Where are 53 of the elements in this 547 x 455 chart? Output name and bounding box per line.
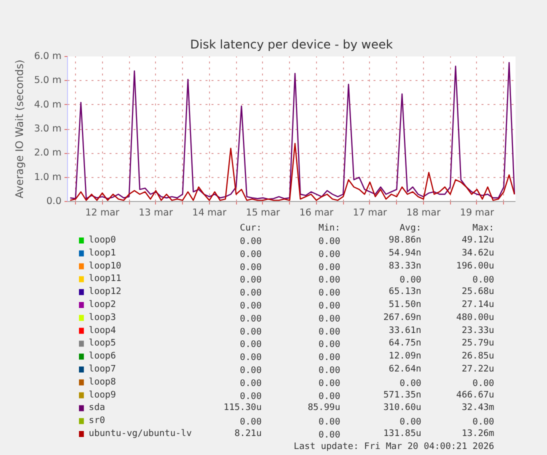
text: 0.00 0.00 267.69n 480.00u [240, 312, 494, 324]
legend-label: loop6 [88, 352, 116, 362]
legend-label: loop2 [88, 300, 116, 310]
x-tick-label: 16 mar [299, 208, 334, 218]
text: Last update: Fri Mar 20 04:00:21 2026 [294, 442, 494, 452]
y-tick-label: 3.0 m [34, 124, 62, 134]
text: 115.30u 85.99u 310.60u 32.43m [224, 403, 494, 414]
text: 0.00 0.00 571.35n 466.67u [240, 390, 494, 402]
text: 0.00 0.00 64.75n 25.79u [240, 338, 494, 350]
legend-label: loop12 [88, 287, 122, 298]
line-series [70, 62, 516, 200]
x-tick-label: 17 mar [352, 208, 388, 218]
text: 0.00 0.00 0.00 0.00 [240, 418, 494, 428]
y-tick-label: 4.0 m [34, 99, 62, 110]
legend-label: loop3 [88, 312, 116, 323]
text: 0.00 0.00 54.94n 34.62u [240, 248, 494, 260]
legend-label: sda [88, 403, 106, 414]
text: 0.00 0.00 83.33n 196.00u [240, 261, 494, 273]
y-tick-label: 5.0 m [34, 75, 62, 86]
legend-label: loop1 [88, 248, 116, 258]
y-axis-title: Average IO Wait (seconds) [14, 60, 26, 198]
text: 0.00 0.00 33.61n 23.33u [240, 326, 494, 338]
legend-label: loop10 [88, 261, 122, 272]
legend-label: ubuntu-vg/ubuntu-lv [88, 429, 192, 439]
y-tick-label: 6.0 m [34, 51, 62, 62]
y-tick-label: 0.0 [46, 196, 62, 207]
legend-label: loop8 [88, 377, 116, 388]
line-series [70, 142, 516, 201]
x-tick-label: 14 mar [192, 208, 226, 218]
text: 8.21u 0.00 131.85u 13.26m [234, 429, 494, 440]
text: Cur: Min: Avg: Max: [240, 224, 494, 234]
x-tick-label: 15 mar [246, 208, 280, 218]
x-tick-label: 12 mar [85, 208, 120, 218]
legend-label: loop9 [88, 390, 116, 400]
text: 0.00 0.00 12.09n 26.85u [240, 352, 494, 364]
legend-label: loop7 [88, 364, 116, 374]
y-tick-label: 2.0 m [34, 148, 62, 159]
legend-label: loop11 [88, 274, 122, 284]
legend-label: sr0 [88, 416, 106, 426]
x-tick-label: 13 mar [138, 208, 173, 218]
x-tick-label: 19 mar [460, 208, 494, 218]
text: 0.00 0.00 51.50n 27.14u [240, 300, 494, 312]
legend-label: loop4 [88, 326, 116, 336]
legend-label: loop5 [88, 338, 116, 349]
legend-label: loop0 [88, 236, 116, 246]
y-tick-label: 1.0 m [34, 172, 62, 183]
text: 0.00 0.00 62.64n 27.22u [240, 364, 494, 376]
chart-title: Disk latency per device - by week [190, 38, 393, 52]
text: 0.00 0.00 0.00 0.00 [240, 276, 494, 286]
x-tick-label: 18 mar [406, 208, 441, 218]
text: 0.00 0.00 98.86n 49.12u [240, 236, 494, 247]
text: 0.00 0.00 0.00 0.00 [240, 378, 494, 389]
text: 0.00 0.00 65.13n 25.68u [240, 287, 494, 299]
